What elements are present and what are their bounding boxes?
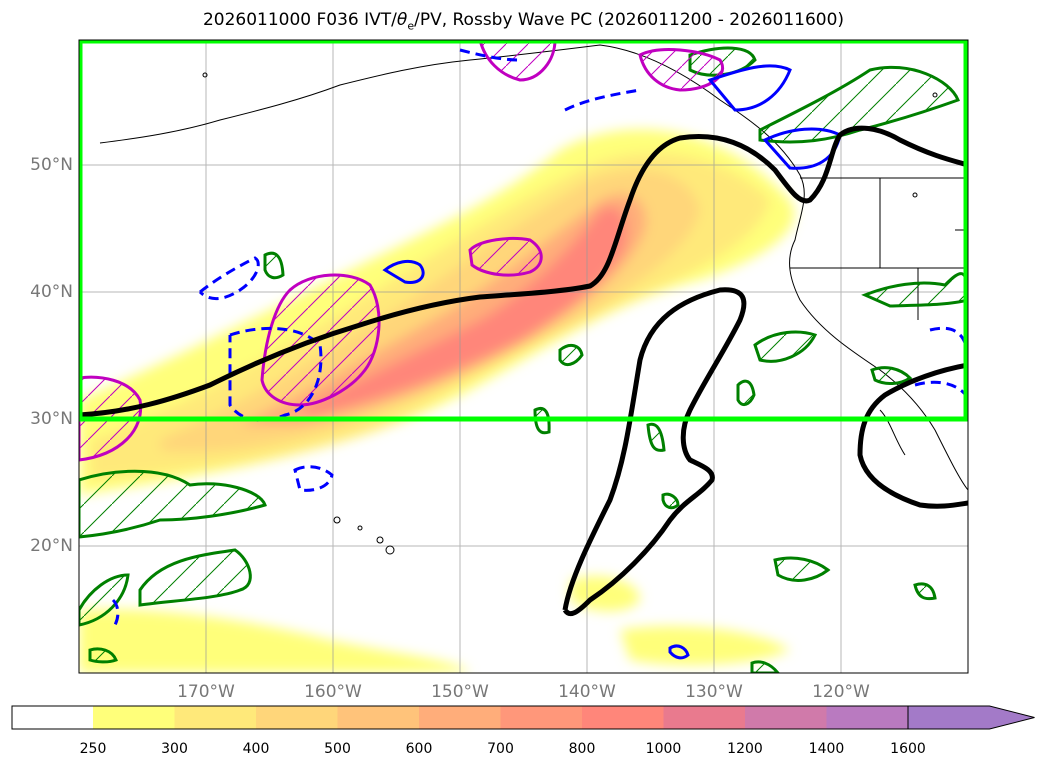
pv-green-m9 — [750, 660, 780, 673]
ridge-trough — [562, 287, 747, 617]
colorbar-segment — [174, 706, 256, 729]
magenta-top1 — [478, 40, 557, 82]
colorbar-tick-label: 300 — [161, 741, 188, 757]
ridge-contours — [79, 125, 968, 617]
colorbar-extend-arrow — [907, 705, 1035, 730]
colorbar-segment — [419, 706, 501, 729]
pv-green-m7 — [263, 251, 285, 280]
colorbar-segment — [745, 706, 827, 729]
colorbar-segment — [663, 706, 745, 729]
blue-dash-4 — [459, 48, 521, 62]
colorbar-segment — [826, 706, 908, 729]
colorbar-segment — [12, 706, 93, 729]
pv-contours-green — [79, 46, 968, 673]
lon-label-120w: 120°W — [812, 682, 870, 702]
ivt-600 — [240, 194, 646, 425]
colorbar-tick-label: 700 — [487, 741, 514, 757]
pv-green-ne — [758, 65, 960, 144]
region-box — [79, 40, 968, 422]
blue-dash-2 — [228, 326, 323, 422]
lon-label-160w: 160°W — [304, 682, 362, 702]
colorbar-tick-label: 250 — [79, 741, 107, 757]
pv-green-e5 — [870, 366, 913, 385]
lat-label-40n: 40°N — [30, 282, 73, 302]
colorbar-outline — [11, 705, 909, 730]
pv-green-s1 — [138, 548, 252, 607]
ivt-south-band — [79, 609, 470, 673]
blue-solid-4 — [668, 644, 690, 660]
pv-green-e2 — [753, 330, 818, 363]
colorbar — [11, 705, 1035, 730]
lon-label-140w: 140°W — [558, 682, 616, 702]
blue-solid-3 — [707, 64, 792, 112]
lat-label-20n: 20°N — [30, 536, 73, 556]
colorbar-tick-label: 400 — [242, 741, 270, 757]
blue-dash-3 — [293, 465, 334, 492]
blue-solid-1 — [382, 259, 425, 285]
colorbar-tick-label: 1200 — [727, 741, 763, 757]
colorbar-segment — [500, 706, 582, 729]
colorbar-tick-label: 600 — [405, 741, 433, 757]
lon-label-150w: 150°W — [431, 682, 489, 702]
colorbar-segment — [256, 706, 338, 729]
colorbar-tick-label: 1400 — [808, 741, 845, 757]
blue-dash-8 — [111, 598, 120, 626]
map-title: 2026011000 F036 IVT/θe/PV, Rossby Wave P… — [202, 10, 845, 33]
lat-label-30n: 30°N — [30, 409, 73, 429]
map-border — [78, 39, 969, 674]
pv-green-m3 — [646, 422, 666, 452]
ridge-main — [79, 125, 968, 418]
colorbar-tick-label: 500 — [324, 741, 351, 757]
ivt-south-blob2 — [620, 626, 790, 666]
lon-label-130w: 130°W — [685, 682, 743, 702]
colorbar-segment — [337, 706, 419, 729]
colorbar-tick-label: 1600 — [890, 741, 926, 757]
colorbar-tick-label: 800 — [568, 741, 596, 757]
colorbar-segment — [582, 706, 664, 729]
lon-label-170w: 170°W — [177, 682, 235, 702]
blue-dash-5 — [564, 88, 641, 112]
pv-green-e3 — [773, 556, 831, 582]
colorbar-tick-label: 1000 — [645, 741, 682, 757]
pv-green-e1 — [861, 272, 968, 308]
pv-green-s2 — [79, 573, 130, 627]
pv-green-m6 — [88, 647, 118, 664]
pv-green-m5 — [913, 582, 937, 601]
pv-green-m4 — [736, 379, 756, 407]
colorbar-segment — [93, 706, 175, 729]
ridge-east — [857, 362, 968, 509]
magenta-center — [468, 236, 543, 277]
map-area — [79, 40, 968, 673]
lat-label-50n: 50°N — [30, 155, 73, 175]
pv-green-m1 — [558, 343, 584, 367]
pv-green-m8 — [661, 492, 680, 510]
pv-green-sw — [79, 469, 267, 539]
